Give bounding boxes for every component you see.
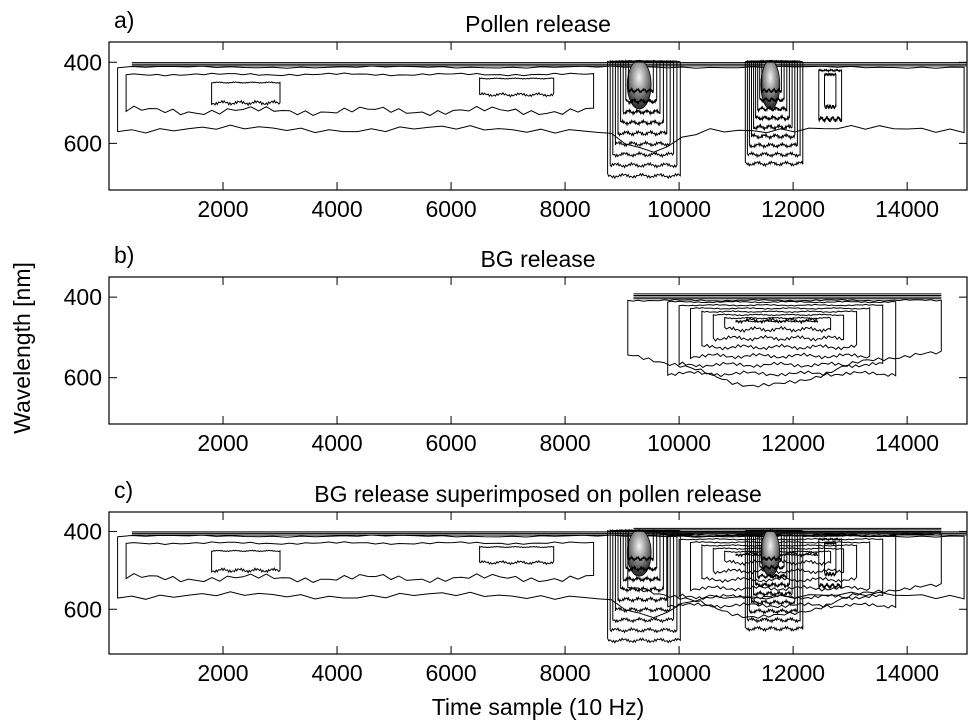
panel-title: Pollen release — [465, 11, 611, 37]
x-tick-label: 10000 — [647, 196, 711, 222]
contour — [125, 541, 595, 584]
x-tick-label: 6000 — [425, 660, 476, 686]
x-tick-label: 10000 — [647, 660, 711, 686]
panel: 2000 4000 6000 8000 10000 12000 14000 400 600 b) B… — [64, 242, 968, 456]
contour — [818, 536, 843, 591]
contour — [125, 72, 595, 117]
contour — [824, 540, 837, 577]
panel-label: a) — [114, 7, 134, 33]
x-tick-label: 4000 — [311, 430, 362, 456]
x-tick-label: 4000 — [311, 196, 362, 222]
x-tick-label: 12000 — [761, 430, 825, 456]
panel-title: BG release superimposed on pollen releas… — [314, 481, 762, 507]
panel-label: c) — [114, 477, 133, 503]
axes-frame — [108, 511, 968, 655]
contour — [667, 300, 897, 378]
x-tick-label: 12000 — [761, 660, 825, 686]
contour — [607, 60, 681, 180]
contour — [211, 549, 281, 574]
y-tick-label: 400 — [64, 49, 102, 75]
panel-title: BG release — [480, 246, 595, 272]
y-tick-label: 600 — [64, 596, 102, 622]
x-tick-label: 14000 — [875, 660, 939, 686]
x-tick-label: 2000 — [197, 430, 248, 456]
x-tick-label: 8000 — [539, 430, 590, 456]
peak-shade — [626, 529, 652, 577]
x-axis-label: Time sample (10 Hz) — [432, 694, 645, 720]
contour — [678, 303, 884, 369]
panel-label: b) — [114, 242, 134, 268]
contour — [117, 534, 965, 619]
peak-shade — [626, 59, 652, 110]
contour — [712, 313, 845, 342]
contour — [607, 529, 681, 644]
contour — [735, 316, 819, 325]
contour — [211, 81, 281, 107]
contour — [818, 68, 843, 124]
plot-area — [117, 527, 967, 644]
x-tick-label: 8000 — [539, 196, 590, 222]
contour — [678, 537, 884, 601]
y-tick-label: 400 — [64, 284, 102, 310]
contour — [479, 545, 555, 566]
x-tick-label: 14000 — [875, 196, 939, 222]
contour — [744, 60, 804, 168]
y-axis-label: Wavelength [nm] — [9, 262, 35, 434]
x-tick-label: 12000 — [761, 196, 825, 222]
x-tick-label: 2000 — [197, 196, 248, 222]
x-tick-label: 2000 — [197, 660, 248, 686]
contour — [690, 307, 871, 360]
plot-area — [117, 59, 967, 180]
x-tick-label: 14000 — [875, 430, 939, 456]
contour — [744, 529, 804, 633]
y-tick-label: 600 — [64, 365, 102, 391]
x-tick-label: 4000 — [311, 660, 362, 686]
contour — [117, 65, 965, 153]
contour — [701, 310, 858, 351]
plot-area — [627, 293, 942, 388]
x-tick-label: 10000 — [647, 430, 711, 456]
panel: 2000 4000 6000 8000 10000 12000 14000 400 600 a) P… — [64, 7, 968, 222]
contour — [824, 72, 837, 110]
axes-frame — [108, 41, 968, 191]
panel: 2000 4000 6000 8000 10000 12000 14000 400 600 c) B… — [64, 477, 968, 686]
x-tick-label: 6000 — [425, 430, 476, 456]
contour — [479, 77, 555, 98]
y-tick-label: 400 — [64, 518, 102, 544]
y-tick-label: 600 — [64, 130, 102, 156]
contour — [724, 316, 832, 334]
axes-frame — [108, 276, 968, 425]
x-tick-label: 8000 — [539, 660, 590, 686]
x-tick-label: 6000 — [425, 196, 476, 222]
contour — [627, 298, 942, 388]
